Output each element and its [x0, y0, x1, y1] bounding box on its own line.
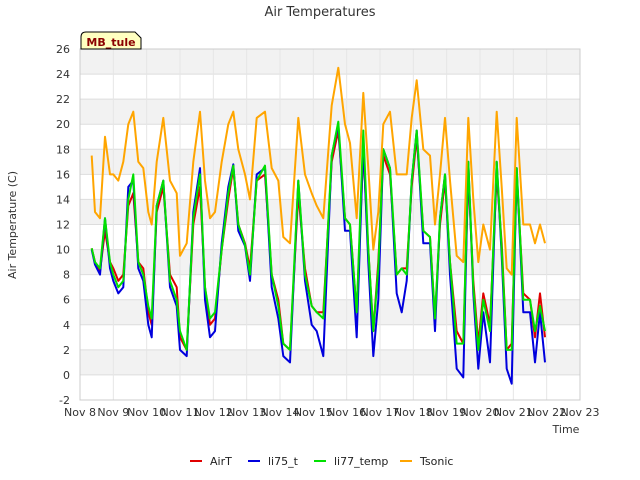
station-badge-label: MB_tule: [86, 36, 135, 49]
x-tick-label: Nov 22: [527, 406, 566, 419]
x-tick-label: Nov 12: [194, 406, 233, 419]
y-tick-label: 24: [56, 68, 70, 81]
y-tick-label: 10: [56, 244, 70, 257]
x-tick-label: Nov 21: [494, 406, 533, 419]
y-tick-label: 20: [56, 118, 70, 131]
y-tick-label: 8: [63, 269, 70, 282]
y-tick-label: 0: [63, 369, 70, 382]
y-tick-label: 6: [63, 294, 70, 307]
plot-band: [80, 299, 580, 325]
plot-band: [80, 49, 580, 75]
chart-title: Air Temperatures: [264, 5, 375, 20]
x-tick-label: Nov 8: [64, 406, 96, 419]
legend-label-li75_t: li75_t: [268, 455, 299, 468]
x-tick-label: Nov 23: [561, 406, 600, 419]
station-badge-shape: [80, 31, 142, 50]
x-tick-label: Nov 11: [161, 406, 200, 419]
y-tick-label: 22: [56, 93, 70, 106]
y-tick-label: 4: [63, 319, 70, 332]
y-tick-label: 16: [56, 168, 70, 181]
x-tick-label: Nov 9: [97, 406, 129, 419]
y-tick-label: 12: [56, 219, 70, 232]
x-tick-label: Nov 13: [227, 406, 266, 419]
legend-label-tsonic: Tsonic: [419, 455, 453, 468]
x-axis-label: Time: [552, 423, 580, 436]
x-tick-label: Nov 17: [361, 406, 400, 419]
plot-band: [80, 249, 580, 275]
y-tick-label: -2: [59, 394, 70, 407]
series-line-li77_temp: [90, 120, 546, 351]
y-tick-label: 18: [56, 143, 70, 156]
y-tick-label: 26: [56, 43, 70, 56]
x-tick-label: Nov 14: [261, 406, 300, 419]
plot-frame: [79, 48, 581, 401]
legend-label-li77_temp: li77_temp: [334, 455, 388, 468]
x-tick-label: Nov 10: [127, 406, 166, 419]
y-axis-label: Air Temperature (C): [6, 171, 19, 279]
chart-legend: AirT li75_t li77_temp Tsonic: [190, 455, 453, 468]
x-tick-label: Nov 19: [427, 406, 466, 419]
x-tick-label: Nov 16: [327, 406, 366, 419]
series-lines: [90, 66, 546, 385]
plot-band: [80, 349, 580, 375]
legend-label-airt: AirT: [210, 455, 232, 468]
series-line-tsonic: [90, 66, 546, 276]
x-tick-label: Nov 20: [461, 406, 500, 419]
x-tick-label: Nov 15: [294, 406, 333, 419]
y-tick-label: 14: [56, 193, 70, 206]
x-tick-label: Nov 18: [394, 406, 433, 419]
station-badge: MB_tule: [80, 31, 142, 50]
y-tick-label: 2: [63, 344, 70, 357]
